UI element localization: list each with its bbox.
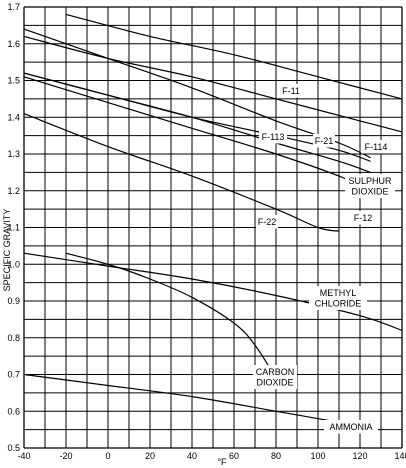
series-line-f-113	[65, 13, 403, 100]
x-tick-label: 60	[229, 451, 239, 461]
series-label-carbon-dioxide: CARBON	[256, 367, 295, 377]
series-label-carbon-dioxide: DIOXIDE	[256, 378, 293, 388]
series-line-f-22	[23, 113, 340, 232]
x-tick-label: 120	[352, 451, 367, 461]
series-line-sulphur-dioxide	[23, 72, 371, 173]
x-tick-label: 140	[394, 451, 406, 461]
series-label-background	[324, 420, 378, 434]
y-tick-label: 1.0	[7, 259, 20, 269]
series-line-carbon-dioxide	[65, 252, 277, 379]
x-axis-title: °F	[217, 457, 227, 467]
series-label-methyl-chloride: METHYL	[320, 288, 357, 298]
series-label-f-113: F-113	[262, 132, 285, 142]
y-tick-label: 1.3	[7, 149, 20, 159]
series-label-f-21: F-21	[315, 136, 334, 146]
series-label-background	[309, 286, 367, 310]
series-label-background	[313, 134, 335, 148]
y-tick-label: 1.5	[7, 76, 20, 86]
series-label-sulphur-dioxide: DIOXIDE	[351, 187, 388, 197]
series-line-methyl-chloride	[23, 252, 403, 331]
series-label-methyl-chloride: CHLORIDE	[315, 299, 362, 309]
y-tick-label: 0.9	[7, 296, 20, 306]
series-line-f-12	[23, 76, 371, 192]
y-tick-label: 0.8	[7, 333, 20, 343]
series-line-f-114	[23, 28, 371, 159]
x-tick-label: 0	[105, 451, 110, 461]
series-line-f-11	[23, 35, 403, 133]
tick-labels-layer: -40 -20 0 20 40 60 80 100 120 140 0.5 0.6 0.7 0.8 0.9 1…	[7, 2, 406, 461]
x-tick-label: 20	[145, 451, 155, 461]
series-label-sulphur-dioxide: SULPHUR	[348, 176, 392, 186]
x-tick-label: 100	[310, 451, 325, 461]
x-tick-label: -40	[17, 451, 30, 461]
y-tick-label: 1.6	[7, 39, 20, 49]
x-tick-label: 80	[271, 451, 281, 461]
series-label-f-114: F-114	[365, 142, 388, 152]
x-tick-label: 40	[187, 451, 197, 461]
series-label-background	[345, 174, 395, 198]
series-label-background	[352, 211, 374, 225]
curves-layer	[23, 13, 403, 423]
curve-labels-layer: F-113F-11F-21F-114SULPHURDIOXIDEF-12F-22…	[253, 84, 395, 434]
series-label-ammonia: AMMONIA	[329, 422, 372, 432]
x-tick-label: -20	[59, 451, 72, 461]
series-label-background	[361, 140, 391, 154]
y-tick-label: 1.7	[7, 2, 20, 12]
y-tick-label: 0.5	[7, 443, 20, 453]
y-tick-label: 0.6	[7, 406, 20, 416]
y-tick-label: 0.7	[7, 370, 20, 380]
series-label-f-22: F-22	[258, 217, 277, 227]
series-line-ammonia	[23, 373, 340, 423]
y-tick-label: 1.2	[7, 186, 20, 196]
y-tick-label: 1.1	[7, 223, 20, 233]
y-axis-title: SPECIFIC GRAVITY	[2, 209, 12, 292]
series-label-f-11: F-11	[282, 86, 300, 96]
series-label-f-12: F-12	[354, 213, 373, 223]
y-tick-label: 1.4	[7, 112, 20, 122]
series-label-background	[256, 215, 278, 229]
series-label-background	[280, 84, 302, 98]
series-label-background	[253, 365, 297, 389]
series-label-background	[259, 130, 287, 144]
